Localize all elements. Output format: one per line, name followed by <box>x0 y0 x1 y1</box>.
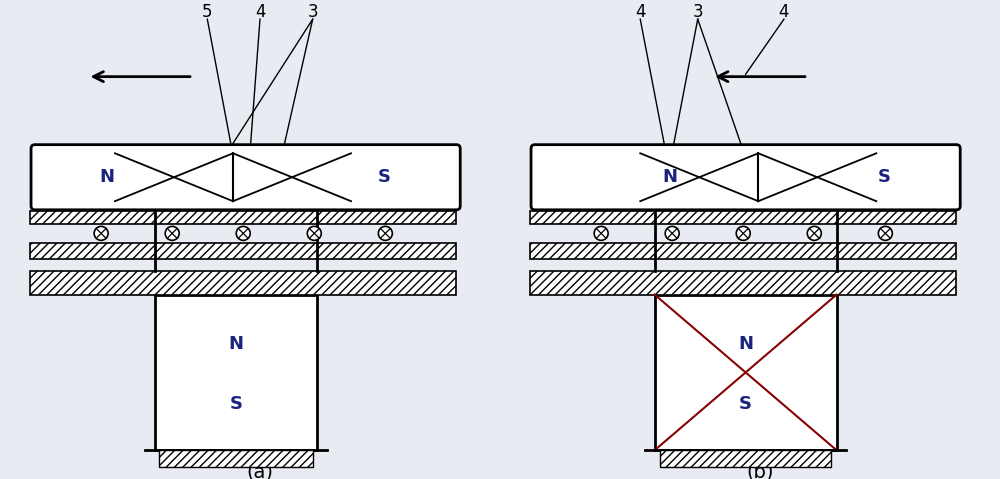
Text: S: S <box>230 395 243 412</box>
Text: 4: 4 <box>779 3 789 21</box>
Bar <box>660 450 831 467</box>
Circle shape <box>378 227 392 240</box>
Text: 5: 5 <box>202 3 213 21</box>
Text: 4: 4 <box>635 3 646 21</box>
Text: S: S <box>378 168 391 186</box>
Circle shape <box>594 227 608 240</box>
Circle shape <box>94 227 108 240</box>
Bar <box>30 242 456 259</box>
Text: 3: 3 <box>307 3 318 21</box>
Bar <box>30 211 456 224</box>
Bar <box>530 211 956 224</box>
Bar <box>530 271 956 295</box>
Text: N: N <box>662 168 677 186</box>
FancyBboxPatch shape <box>531 145 960 210</box>
Text: N: N <box>229 335 244 354</box>
Bar <box>155 295 317 450</box>
Text: N: N <box>738 335 753 354</box>
Circle shape <box>807 227 821 240</box>
Circle shape <box>878 227 892 240</box>
Bar <box>30 271 456 295</box>
FancyBboxPatch shape <box>31 145 460 210</box>
Circle shape <box>736 227 750 240</box>
Text: (a): (a) <box>246 462 274 479</box>
Circle shape <box>165 227 179 240</box>
Bar <box>655 295 837 450</box>
Text: (b): (b) <box>746 462 774 479</box>
Text: N: N <box>99 168 114 186</box>
Circle shape <box>236 227 250 240</box>
Bar <box>530 242 956 259</box>
Text: S: S <box>878 168 891 186</box>
Circle shape <box>307 227 321 240</box>
Bar <box>159 450 313 467</box>
Text: 4: 4 <box>255 3 265 21</box>
Text: S: S <box>739 395 752 412</box>
Text: 3: 3 <box>692 3 703 21</box>
Circle shape <box>665 227 679 240</box>
